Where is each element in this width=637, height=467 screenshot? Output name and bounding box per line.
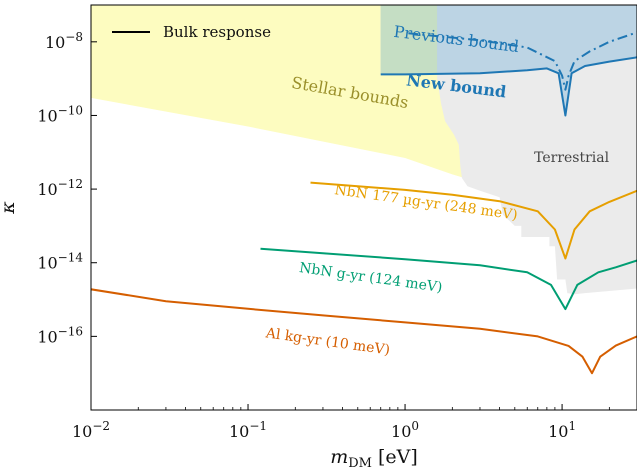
x-axis-label: mDM [eV]: [330, 446, 418, 467]
y-tick-label: 10−10: [37, 103, 83, 125]
y-tick-label: 10−16: [37, 324, 83, 346]
y-tick-label: 10−12: [37, 177, 83, 199]
series-al-kg-yr-10-mev: [91, 288, 637, 375]
x-tick-label: 10−2: [72, 419, 110, 441]
y-tick-label: 10−14: [37, 251, 83, 273]
x-tick-label: 100: [391, 419, 419, 441]
legend-entry: Bulk response: [163, 23, 271, 41]
series-new-bound: [380, 56, 637, 117]
series-nbn-g-yr-124-mev: [260, 247, 637, 311]
plot-frame: [90, 4, 637, 411]
series-nbn-177-g-yr-248-mev: [310, 181, 637, 260]
region-terrestrial: [437, 5, 637, 295]
region-previous-bound: [380, 5, 637, 116]
axes: 10−2 10−1 100 101 10−16 10−14 10−12 10−10 10−8 mD…: [0, 30, 637, 467]
legend: Bulk response: [112, 23, 271, 41]
annotation-nbn-g-yr-124-mev: NbN g-yr (124 meV): [298, 260, 443, 296]
region-overlap: [380, 5, 438, 75]
series-previous-bound: [408, 31, 637, 91]
x-tick-label: 10−1: [229, 419, 267, 441]
annotation-al-kg-yr-10-mev: Al kg-yr (10 meV): [264, 325, 391, 358]
plot-area: [91, 5, 637, 375]
annotation-terrestrial: Terrestrial: [534, 150, 610, 166]
y-axis-label: κ: [0, 201, 19, 215]
x-tick-label: 101: [548, 419, 576, 441]
y-tick-label: 10−8: [45, 30, 83, 52]
